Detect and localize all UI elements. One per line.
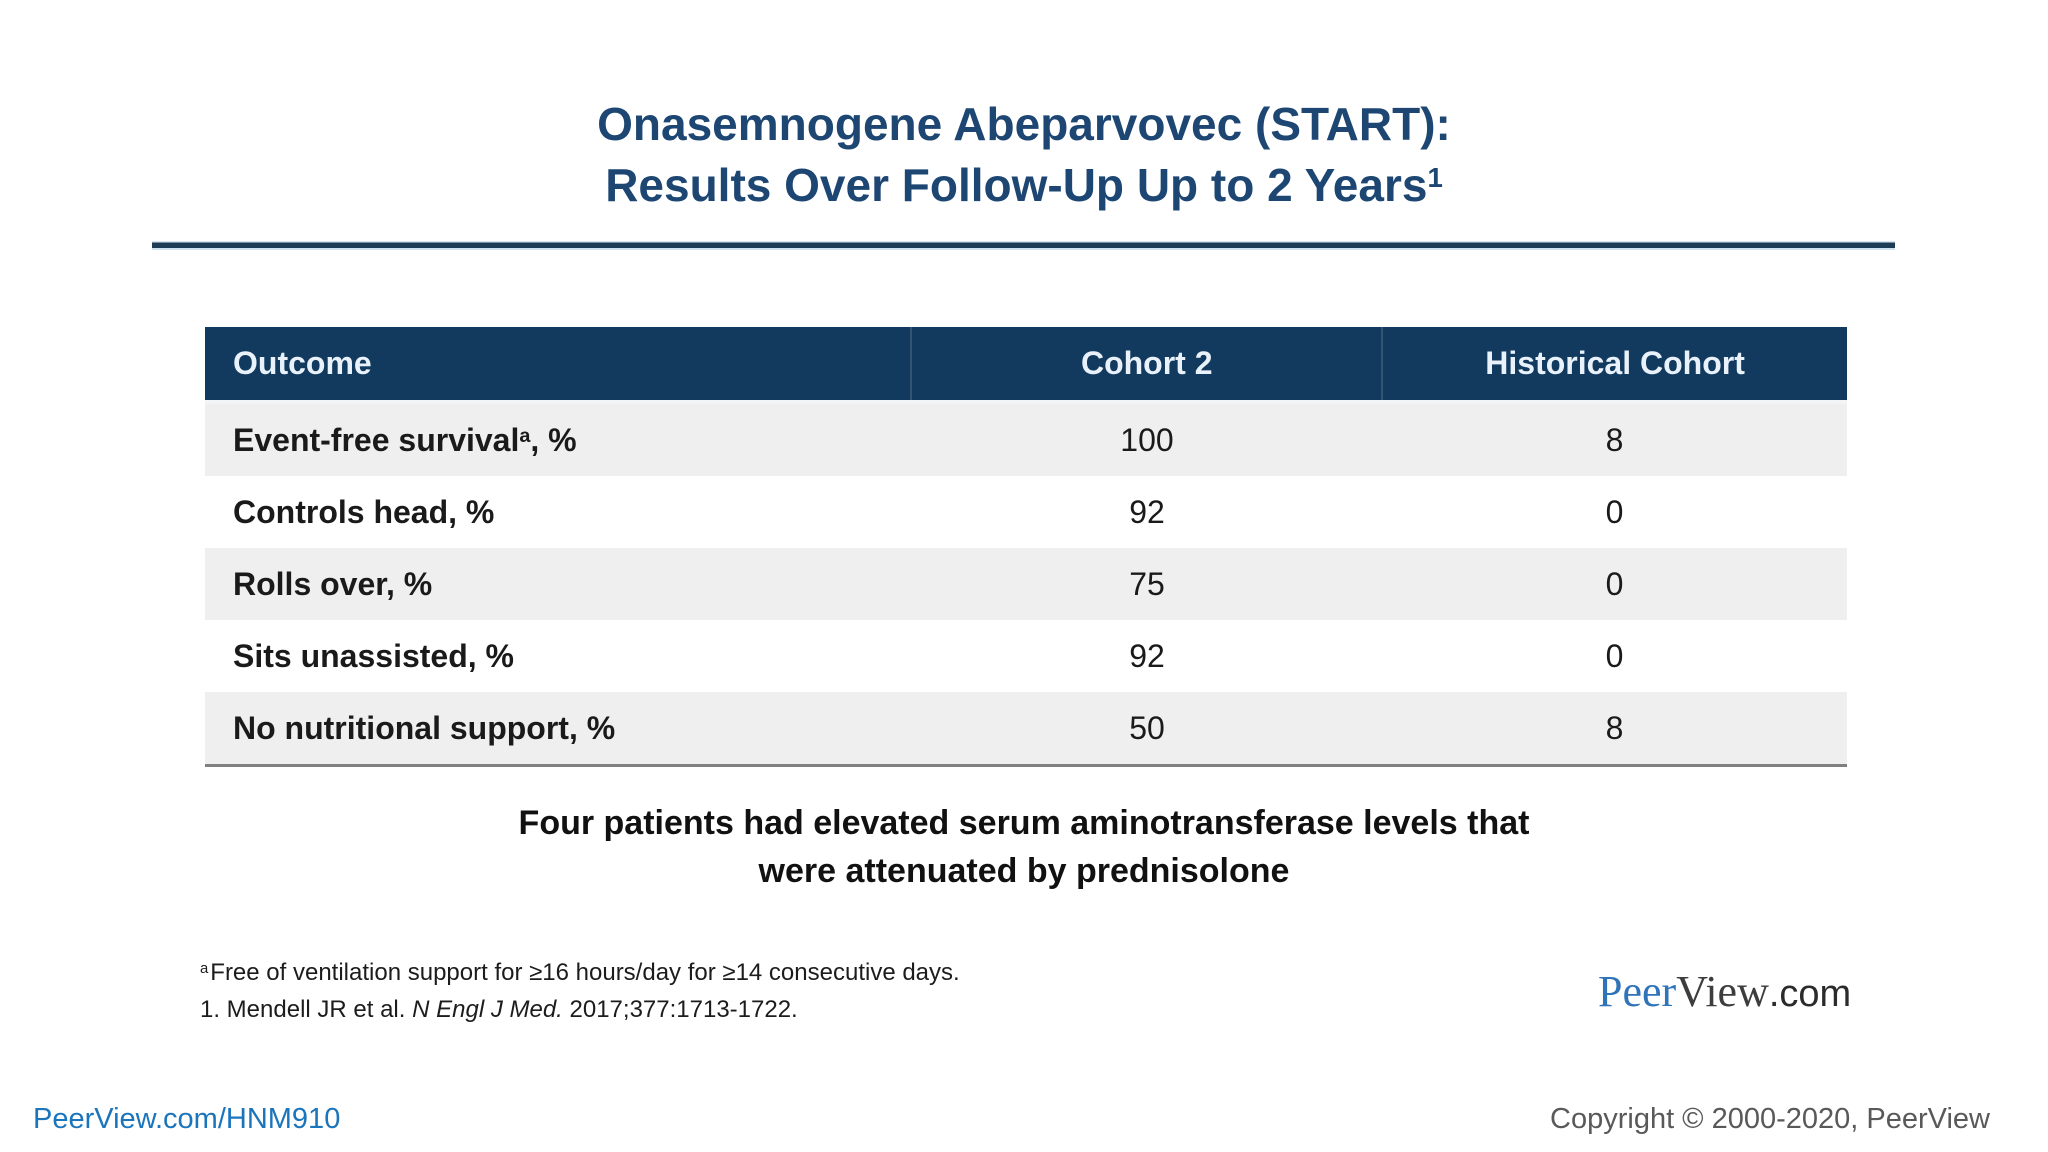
table-body: Event-free survivala, % 100 8 Controls h… [205, 404, 1847, 764]
footnote-a-marker: a [200, 961, 209, 978]
table-header-row: Outcome Cohort 2 Historical Cohort [205, 327, 1847, 404]
historical-cell: 0 [1605, 493, 1624, 530]
outcome-cell: Event-free survivala, % [233, 421, 577, 458]
table-row: Rolls over, % 75 0 [205, 548, 1847, 620]
logo-view: View [1676, 967, 1769, 1016]
key-finding-statement: Four patients had elevated serum aminotr… [0, 799, 2048, 895]
footnote-reference: 1. Mendell JR et al. N Engl J Med. 2017;… [200, 996, 798, 1023]
outcome-cell: No nutritional support, % [233, 709, 616, 746]
table-row: No nutritional support, % 50 8 [205, 692, 1847, 764]
cohort2-cell: 92 [1129, 637, 1165, 674]
header-outcome: Outcome [233, 345, 372, 381]
footnotes: aFree of ventilation support for ≥16 hou… [200, 956, 960, 1027]
peerview-logo: PeerView.com [1598, 966, 1851, 1017]
title-reference-superscript: 1 [1427, 162, 1443, 194]
header-cohort2: Cohort 2 [910, 327, 1381, 400]
table-row: Sits unassisted, % 92 0 [205, 620, 1847, 692]
historical-cell: 0 [1605, 637, 1624, 674]
results-table: Outcome Cohort 2 Historical Cohort Event… [205, 327, 1847, 767]
outcome-cell: Controls head, % [233, 493, 495, 530]
page-title: Onasemnogene Abeparvovec (START): Result… [0, 94, 2048, 222]
page-title-line2: Results Over Follow-Up Up to 2 Years1 [605, 159, 1443, 211]
historical-cell: 8 [1605, 709, 1624, 746]
outcome-cell: Rolls over, % [233, 565, 433, 602]
footnote-marker: a [519, 424, 531, 447]
cohort2-cell: 75 [1129, 565, 1165, 602]
cohort2-cell: 50 [1129, 709, 1165, 746]
logo-com: .com [1768, 973, 1852, 1015]
outcome-cell: Sits unassisted, % [233, 637, 514, 674]
statement-line1: Four patients had elevated serum aminotr… [518, 804, 1530, 842]
footer-program-link[interactable]: PeerView.com/HNM910 [33, 1103, 341, 1135]
table-row: Controls head, % 92 0 [205, 476, 1847, 548]
footnote-a: aFree of ventilation support for ≥16 hou… [200, 959, 960, 986]
statement-line2: were attenuated by prednisolone [758, 852, 1290, 890]
historical-cell: 8 [1605, 421, 1624, 458]
journal-name: N Engl J Med. [412, 996, 563, 1023]
cohort2-cell: 100 [1120, 421, 1174, 458]
cohort2-cell: 92 [1129, 493, 1165, 530]
page-title-line1: Onasemnogene Abeparvovec (START): [597, 98, 1451, 150]
logo-peer: Peer [1598, 967, 1677, 1016]
historical-cell: 0 [1605, 565, 1624, 602]
table-row: Event-free survivala, % 100 8 [205, 404, 1847, 476]
header-historical-cohort: Historical Cohort [1381, 327, 1847, 400]
title-divider-rule [152, 241, 1895, 250]
copyright-text: Copyright © 2000-2020, PeerView [1550, 1103, 1990, 1135]
